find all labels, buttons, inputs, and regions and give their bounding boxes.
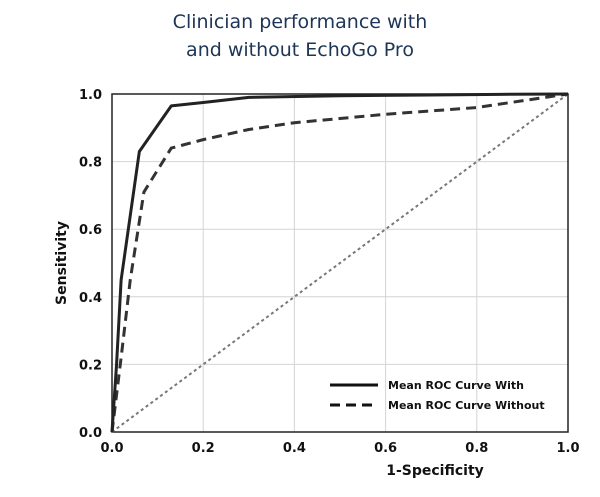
chart-title: Clinician performance with and without E… — [0, 8, 600, 64]
x-tick-label-5: 1.0 — [556, 441, 579, 456]
x-tick-label-0: 0.0 — [100, 441, 123, 456]
series-line-reference — [111, 93, 569, 433]
y-tick-label-0: 0.0 — [79, 426, 102, 441]
y-tick-label-2: 0.4 — [79, 291, 102, 306]
x-tick-label-1: 0.2 — [192, 441, 215, 456]
chart-title-line-1: Clinician performance with — [172, 11, 428, 33]
y-tick-label-3: 0.6 — [79, 223, 102, 238]
series-line-without — [110, 92, 569, 433]
y-tick-label-5: 1.0 — [79, 88, 102, 103]
plot-frame — [111, 93, 569, 433]
series-line-with — [110, 92, 569, 433]
tick-labels: 0.0 0.2 0.4 0.6 0.8 1.0 0.0 0.2 0.4 0.6 0.8 1.0 — [79, 88, 580, 456]
y-tick-label-1: 0.2 — [79, 358, 102, 373]
legend-label-without: Mean ROC Curve Without — [388, 399, 545, 412]
x-tick-label-2: 0.4 — [283, 441, 306, 456]
y-tick-label-4: 0.8 — [79, 156, 102, 171]
x-axis-label: 1-Specificity — [386, 463, 484, 479]
series — [110, 92, 569, 433]
y-axis-label: Sensitivity — [54, 221, 70, 305]
legend-label-with: Mean ROC Curve With — [388, 379, 524, 392]
legend: Mean ROC Curve With Mean ROC Curve Witho… — [330, 379, 545, 412]
x-tick-label-4: 0.8 — [465, 441, 488, 456]
x-tick-label-3: 0.6 — [374, 441, 397, 456]
chart-title-line-2: and without EchoGo Pro — [186, 39, 414, 61]
